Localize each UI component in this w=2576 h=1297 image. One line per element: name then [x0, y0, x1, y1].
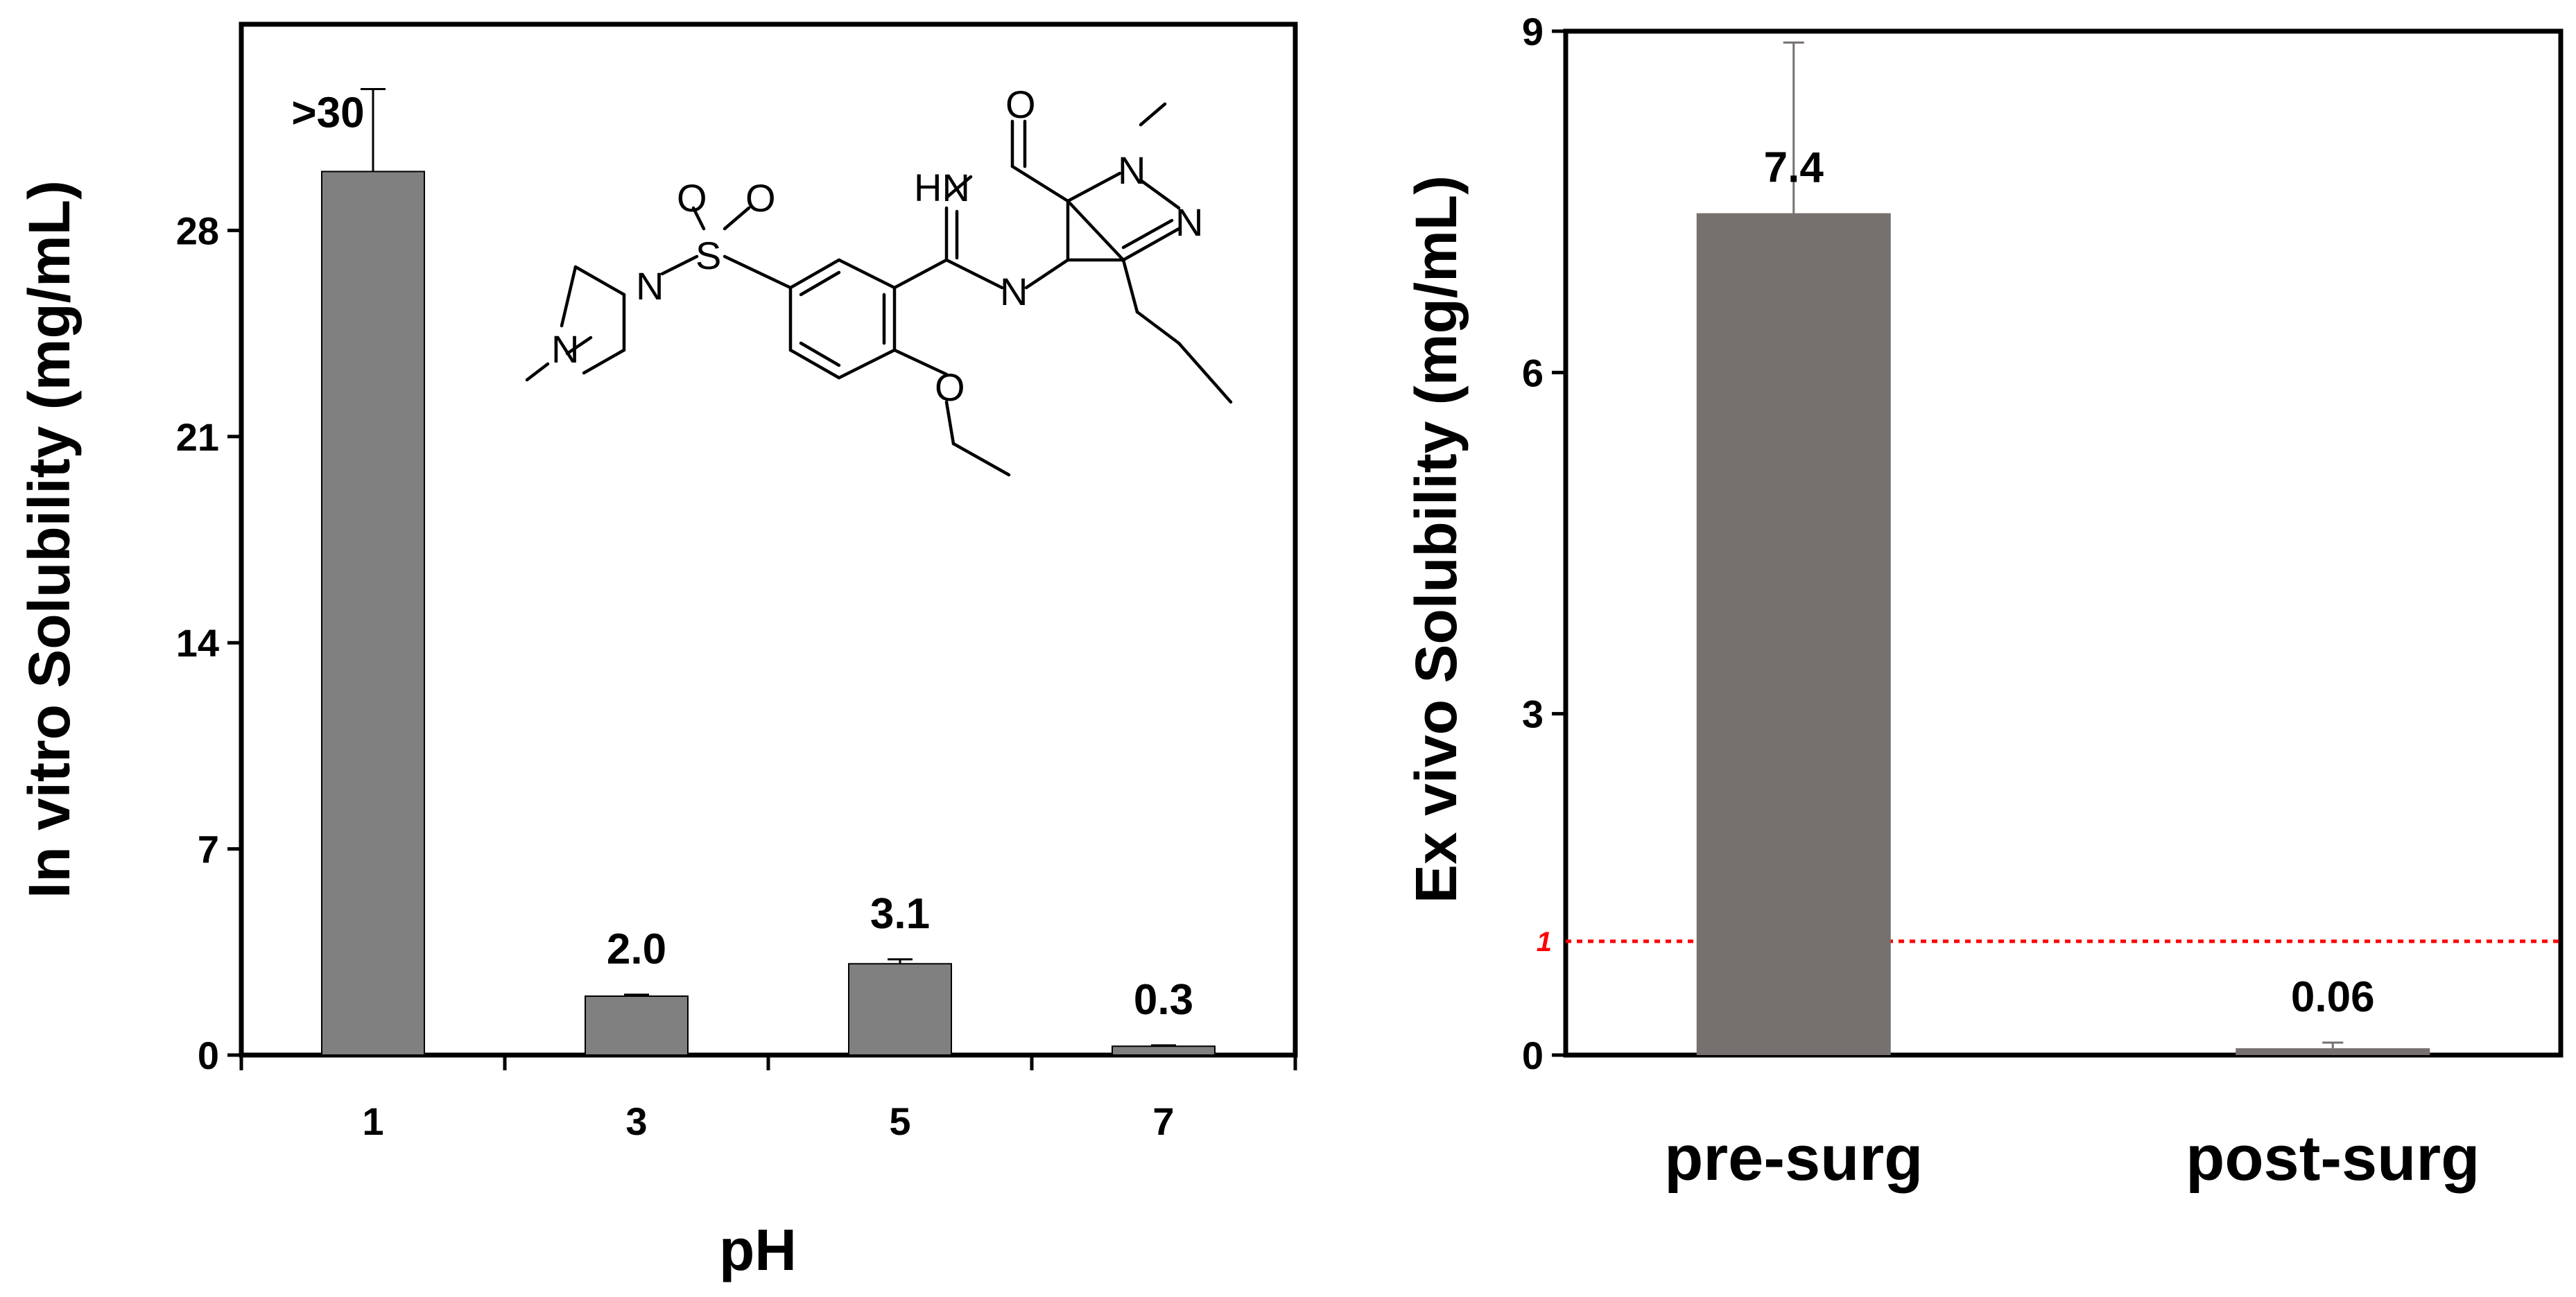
right-data-label: 0.06: [2291, 973, 2375, 1021]
right-x-category-label: pre-surg: [1664, 1123, 1923, 1194]
right-y-ticks: 0 3 6 9: [1522, 10, 1566, 1077]
right-bar: [1696, 213, 1891, 1056]
atom-n-pyrimidine: N: [1000, 270, 1028, 313]
left-x-axis-label: pH: [719, 1217, 797, 1282]
right-bars: [1696, 213, 2430, 1056]
reference-line-label: 1: [1537, 927, 1552, 957]
left-data-label: 0.3: [1134, 976, 1193, 1024]
left-x-category-label: 5: [889, 1099, 910, 1143]
left-y-axis-label: In vitro Solubility (mg/mL): [17, 180, 82, 898]
right-y-tick-label: 0: [1522, 1034, 1544, 1077]
left-y-tick-label: 14: [176, 621, 219, 665]
left-bar: [321, 171, 425, 1056]
right-error-bars: [1783, 41, 2344, 1049]
left-bar: [585, 995, 689, 1056]
left-data-label: >30: [291, 89, 364, 137]
atom-hn: HN: [914, 166, 970, 209]
left-y-tick-label: 0: [198, 1034, 219, 1077]
left-y-tick-label: 28: [176, 209, 219, 252]
left-x-ticks: 1 3 5 7: [239, 1055, 1297, 1143]
atom-o-left: O: [677, 176, 707, 220]
left-x-category-label: 1: [362, 1099, 383, 1143]
right-data-labels: 7.4 0.06: [1764, 144, 2375, 1021]
left-bar: [1112, 1045, 1216, 1056]
right-y-tick-label: 3: [1522, 693, 1544, 736]
left-x-category-label: 7: [1152, 1099, 1174, 1143]
left-y-tick-label: 21: [176, 415, 219, 459]
right-y-tick-label: 9: [1522, 10, 1544, 53]
left-bars: [321, 171, 1216, 1056]
right-x-category-label: post-surg: [2186, 1123, 2480, 1194]
left-y-tick-label: 7: [198, 828, 219, 871]
left-y-ticks: 0 7 14 21 28: [176, 209, 241, 1077]
atom-n-piperazine-right: N: [636, 264, 664, 308]
right-chart-ex-vivo-solubility: Ex vivo Solubility (mg/mL) 1 0 3 6 9 pre-su…: [1403, 10, 2564, 1194]
atom-o-ether: O: [935, 365, 965, 409]
atom-o-right: O: [745, 176, 776, 220]
right-data-label: 7.4: [1764, 144, 1824, 192]
right-y-tick-label: 6: [1522, 351, 1544, 394]
atom-n-pyrazole: N: [1175, 200, 1203, 244]
left-data-labels: >30 2.0 3.1 0.3: [291, 89, 1193, 1024]
left-error-bars: [361, 87, 1176, 1047]
sildenafil-structure-diagram: O HN N N N S O O N N O: [525, 82, 1233, 477]
left-data-label: 3.1: [870, 890, 930, 938]
atom-s: S: [695, 234, 721, 277]
right-bar: [2236, 1048, 2430, 1055]
left-bar: [848, 963, 952, 1056]
right-plot-frame: [1563, 28, 2564, 1058]
atom-n-piperazine-left: N: [551, 327, 579, 371]
left-data-label: 2.0: [607, 925, 666, 973]
atom-o-top: O: [1005, 82, 1036, 126]
right-x-ticks: pre-surg post-surg: [1664, 1123, 2480, 1194]
right-y-axis-label: Ex vivo Solubility (mg/mL): [1403, 175, 1469, 903]
left-x-category-label: 3: [625, 1099, 647, 1143]
atom-n-methyl: N: [1118, 148, 1146, 192]
left-chart-in-vitro-solubility: In vitro Solubility (mg/mL) pH 07142128 …: [17, 21, 1298, 1282]
